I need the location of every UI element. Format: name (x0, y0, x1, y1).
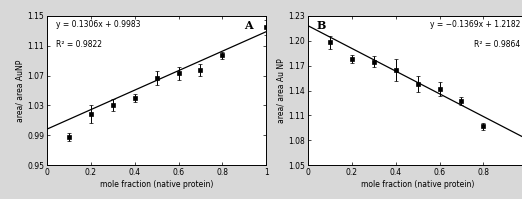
X-axis label: mole fraction (native protein): mole fraction (native protein) (361, 180, 474, 189)
Text: A: A (244, 20, 253, 31)
Y-axis label: area/ area Au NP: area/ area Au NP (277, 58, 286, 123)
Text: y = 0.1306x + 0.9983: y = 0.1306x + 0.9983 (56, 20, 140, 29)
X-axis label: mole fraction (native protein): mole fraction (native protein) (100, 180, 213, 189)
Text: B: B (317, 20, 326, 31)
Y-axis label: area/ area AuNP: area/ area AuNP (16, 59, 25, 122)
Text: R² = 0.9864: R² = 0.9864 (474, 40, 520, 49)
Text: R² = 0.9822: R² = 0.9822 (56, 40, 102, 49)
Text: y = −0.1369x + 1.2182: y = −0.1369x + 1.2182 (430, 20, 520, 29)
